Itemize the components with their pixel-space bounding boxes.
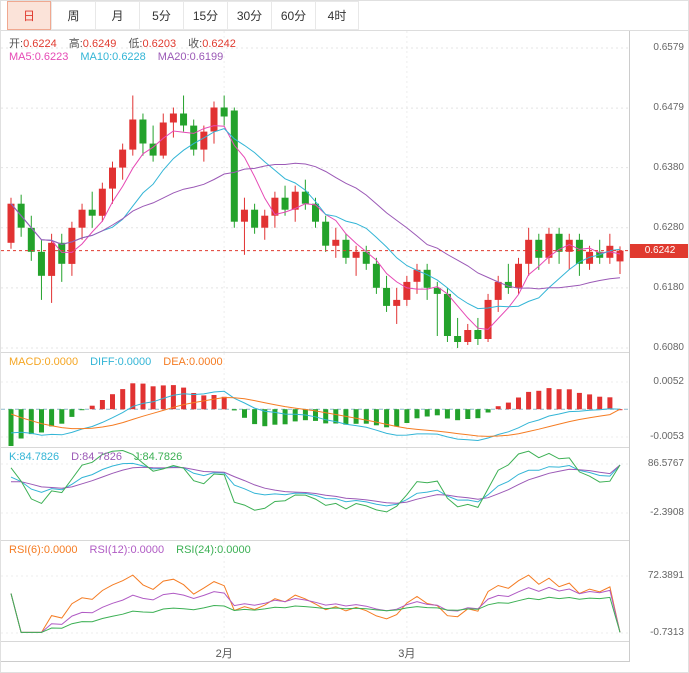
y-axis-label: -0.0053 [650,431,684,442]
panel-divider [1,447,688,448]
timeframe-tab-min60[interactable]: 60分 [271,1,315,30]
panel-divider [1,540,688,541]
y-axis-label: 86.5767 [647,458,684,469]
timeframe-toolbar: 日周月 5分 15分 30分 60分 4时 [1,1,688,31]
timeframe-tab-week[interactable]: 周 [51,1,95,30]
y-axis-label: 0.0052 [653,376,684,387]
y-axis-label: 0.6579 [653,42,684,53]
y-axis-label: 72.3891 [647,570,684,581]
y-axis-label: 0.6280 [653,221,684,233]
timeframe-tab-month[interactable]: 月 [95,1,139,30]
y-axis-label: 0.6080 [653,342,684,353]
macd-chart[interactable] [1,353,629,448]
kdj-chart[interactable] [1,448,629,541]
x-axis-label: 2月 [215,648,233,660]
timeframe-tab-min15[interactable]: 15分 [183,1,227,30]
y-axis-label: -0.7313 [650,627,684,638]
y-axis-label: 0.6380 [653,161,684,173]
timeframe-tab-min5[interactable]: 5分 [139,1,183,30]
rsi-chart[interactable] [1,541,629,641]
candlestick-chart[interactable] [1,31,629,353]
current-price-value: 0.6242 [644,244,676,256]
y-axis-label: 0.6180 [653,281,684,293]
y-axis-label: 0.6479 [653,102,684,114]
panel-divider [1,641,688,642]
timeframe-tab-min30[interactable]: 30分 [227,1,271,30]
price-axis: 0.6242 0.6579 0.6479 0.6380 0.6280 0.6180 0.6… [629,31,688,662]
timeframe-tab-hour4[interactable]: 4时 [315,1,359,30]
panel-divider [1,352,688,353]
y-axis-label: -2.3908 [650,507,684,518]
timeframe-tab-day[interactable]: 日 [7,1,51,30]
time-axis: 2月 3月 [1,641,688,662]
x-axis-label: 3月 [398,648,416,660]
current-price-tag: 0.6242 [630,243,688,258]
